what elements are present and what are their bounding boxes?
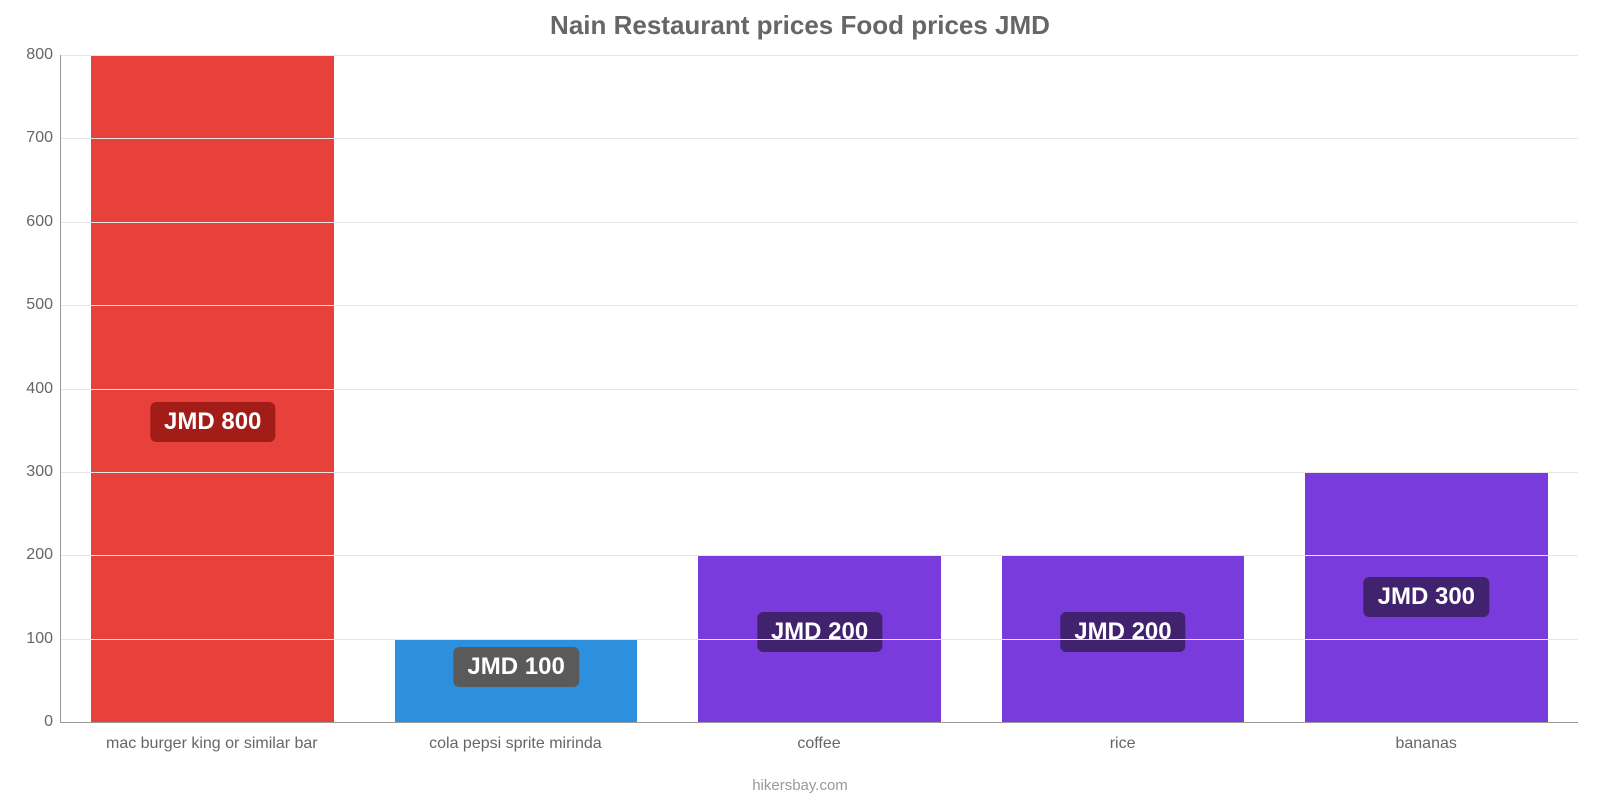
bar-value-label: JMD 200 [757,612,882,652]
bar: JMD 300 [1305,472,1548,722]
y-tick-label: 300 [26,463,61,481]
price-bar-chart: Nain Restaurant prices Food prices JMD J… [0,0,1600,800]
y-tick-label: 0 [44,713,61,731]
chart-title: Nain Restaurant prices Food prices JMD [0,10,1600,41]
y-tick-label: 400 [26,380,61,398]
y-tick-label: 600 [26,213,61,231]
plot-area: JMD 800JMD 100JMD 200JMD 200JMD 300 0100… [60,55,1578,723]
x-tick-label: bananas [1274,735,1578,753]
y-tick-label: 800 [26,46,61,64]
x-tick-label: rice [971,735,1275,753]
attribution-text: hikersbay.com [0,777,1600,794]
x-axis-labels: mac burger king or similar barcola pepsi… [60,735,1578,753]
bar-value-label: JMD 300 [1364,577,1489,617]
x-tick-label: mac burger king or similar bar [60,735,364,753]
x-tick-label: cola pepsi sprite mirinda [364,735,668,753]
grid-line [61,222,1578,223]
bar: JMD 100 [395,639,638,722]
x-tick-label: coffee [667,735,971,753]
grid-line [61,55,1578,56]
bar-value-label: JMD 800 [150,402,275,442]
grid-line [61,305,1578,306]
grid-line [61,389,1578,390]
bar-value-label: JMD 100 [453,647,578,687]
y-tick-label: 100 [26,630,61,648]
y-tick-label: 700 [26,129,61,147]
grid-line [61,472,1578,473]
y-tick-label: 500 [26,296,61,314]
grid-line [61,138,1578,139]
grid-line [61,555,1578,556]
grid-line [61,639,1578,640]
y-tick-label: 200 [26,546,61,564]
bar-value-label: JMD 200 [1060,612,1185,652]
